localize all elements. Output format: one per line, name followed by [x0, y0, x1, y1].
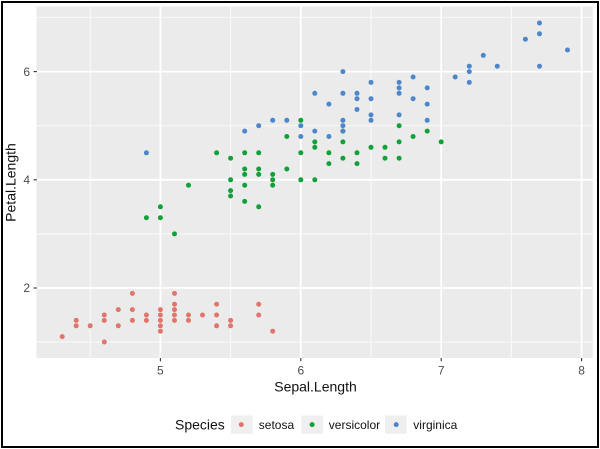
svg-text:Petal.Length: Petal.Length — [3, 143, 19, 222]
svg-text:setosa: setosa — [259, 418, 295, 432]
svg-text:2: 2 — [23, 281, 30, 295]
svg-text:Sepal.Length: Sepal.Length — [274, 379, 357, 395]
svg-text:7: 7 — [438, 364, 445, 378]
svg-text:6: 6 — [23, 65, 30, 79]
svg-text:5: 5 — [157, 364, 164, 378]
svg-text:8: 8 — [578, 364, 585, 378]
svg-text:versicolor: versicolor — [329, 418, 380, 432]
svg-text:virginica: virginica — [413, 418, 457, 432]
svg-text:4: 4 — [23, 173, 30, 187]
svg-text:Species: Species — [175, 417, 225, 433]
svg-text:6: 6 — [297, 364, 304, 378]
